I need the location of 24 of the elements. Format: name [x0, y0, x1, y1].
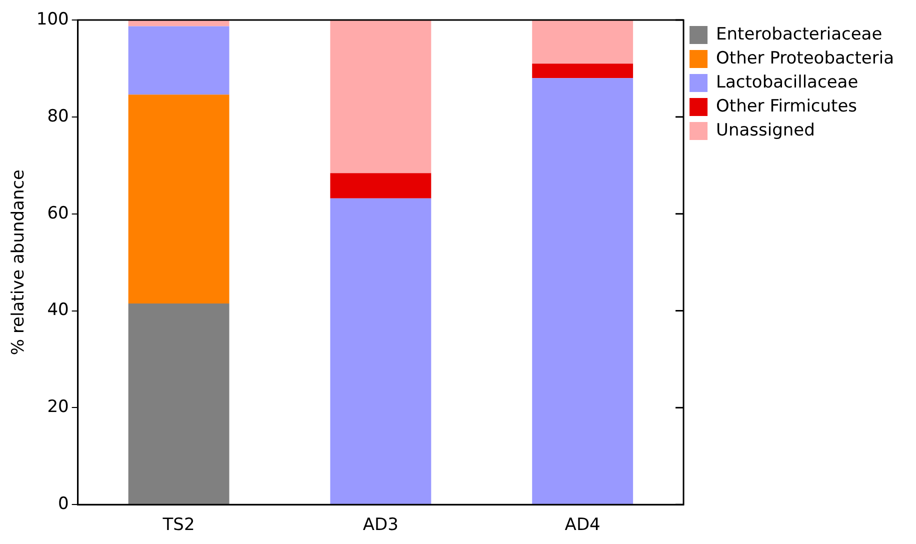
y-tick-label: 20 [47, 397, 69, 418]
y-tick-label: 60 [47, 203, 69, 224]
legend-label: Other Proteobacteria [716, 48, 894, 68]
y-tick-label: 100 [36, 9, 69, 30]
legend-label: Other Firmicutes [716, 96, 858, 116]
legend-label: Enterobacteriaceae [716, 24, 882, 44]
legend-label: Unassigned [716, 120, 815, 140]
x-tick-label: AD3 [362, 515, 398, 536]
y-tick-label: 40 [47, 300, 69, 320]
y-tick-label: 80 [47, 106, 69, 126]
legend-label: Lactobacillaceae [716, 72, 858, 92]
bar [330, 198, 432, 504]
bar [330, 20, 432, 174]
bar [532, 64, 634, 78]
y-tick-label: 0 [58, 494, 69, 514]
bar [532, 20, 634, 64]
bar [532, 78, 634, 504]
x-tick-label: AD4 [564, 515, 600, 536]
bar [128, 303, 230, 504]
bar [128, 26, 230, 95]
bar [330, 173, 432, 198]
y-axis-title: % relative abundance [8, 169, 29, 356]
bar [128, 94, 230, 304]
x-tick-label: TS2 [162, 515, 195, 536]
